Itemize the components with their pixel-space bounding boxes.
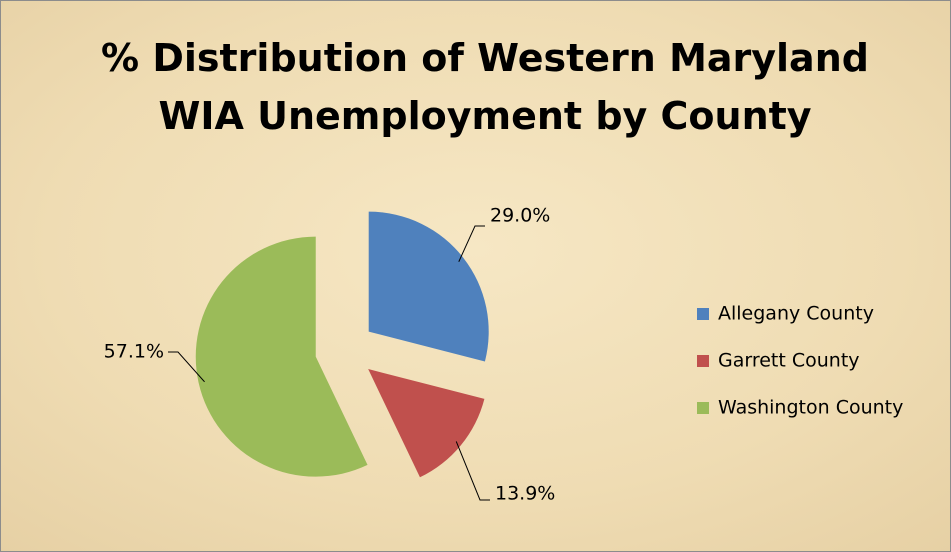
- pie-slice: [368, 369, 485, 478]
- data-label: 13.9%: [495, 483, 555, 505]
- data-label: 29.0%: [490, 205, 550, 227]
- leader-line: [458, 225, 485, 262]
- legend-label: Washington County: [718, 397, 903, 419]
- legend-label: Allegany County: [718, 303, 874, 325]
- leader-line: [455, 441, 490, 501]
- legend-swatch: [697, 402, 709, 414]
- legend-swatch: [697, 308, 709, 320]
- legend-swatch: [697, 355, 709, 367]
- legend-label: Garrett County: [718, 350, 860, 372]
- leader-line: [168, 351, 205, 383]
- chart-title: % Distribution of Western Maryland WIA Un…: [101, 36, 869, 138]
- pie-slice: [195, 236, 368, 477]
- pie-slice: [368, 211, 489, 362]
- data-label: 57.1%: [104, 341, 164, 363]
